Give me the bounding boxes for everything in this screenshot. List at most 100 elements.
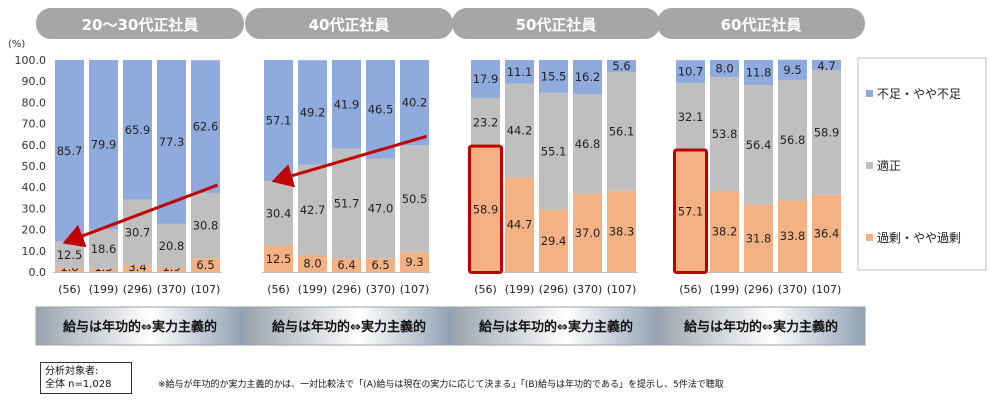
bar-segment-shortage [778, 59, 807, 80]
data-label-proper: 30.8 [193, 219, 219, 233]
sample-size-label: (199) [505, 283, 535, 296]
analysis-target-count: 全体 n=1,028 [45, 379, 112, 390]
bar-segment-excess [471, 147, 500, 272]
sample-size-label: (56) [58, 283, 81, 296]
data-label-shortage: 62.6 [193, 120, 219, 134]
y-axis-ticks: 0.0 10.0 20.0 30.0 40.0 50.0 60.0 70.0 80.0 90.0 1… [15, 54, 47, 279]
data-label-proper: 50.5 [402, 192, 428, 206]
bar-segment-shortage [123, 60, 152, 200]
data-label-excess: 33.8 [780, 229, 806, 243]
bar-segment-shortage [471, 60, 500, 98]
bar-segment-proper [332, 148, 361, 259]
bar-segment-proper [539, 92, 568, 210]
group-footer-box [656, 306, 866, 346]
bar-segment-proper [676, 82, 705, 151]
group-footer-label: 給与は年功的⇔実力主義的 [479, 319, 633, 335]
data-label-shortage: 10.7 [678, 65, 704, 79]
bar-segment-shortage [191, 60, 220, 193]
group-footer-box [244, 306, 454, 346]
sample-size-label: (370) [157, 283, 187, 296]
stacked-bar-chart: (%) 0.0 10.0 20.0 30.0 40.0 50.0 60.0 70.0 80.0 9… [8, 8, 987, 346]
data-label-excess: 58.9 [473, 203, 499, 217]
bar-segment-shortage [573, 60, 602, 95]
group-title: 60代正社員 [721, 16, 802, 34]
group-header [245, 8, 453, 39]
y-tick-label: 90.0 [22, 75, 47, 88]
sample-size-label: (370) [573, 283, 603, 296]
legend-swatch-excess [866, 234, 873, 241]
footnote: ※給与が年功的か実力主義的かは、一対比較法で「(A)給与は現在の実力に応じて決ま… [158, 380, 724, 390]
sample-size-label: (370) [366, 283, 396, 296]
bar-segment-excess [264, 245, 293, 272]
group-header [36, 8, 244, 39]
sample-size-label: (107) [607, 283, 637, 296]
bar-segment-shortage [298, 60, 327, 165]
sample-size-label: (56) [267, 283, 290, 296]
bar-segment-shortage [812, 60, 841, 70]
bar-group: 60代正社員 57.1 32.1 10.7 (56) 38.2 53.8 8.0 (199) 31… [656, 8, 866, 346]
bar-segment-proper [366, 158, 395, 259]
group-footer-label: 給与は年功的⇔実力主義的 [63, 319, 217, 335]
data-label-excess: 57.1 [678, 204, 704, 218]
data-label-proper: 56.1 [609, 124, 635, 138]
data-label-shortage: 41.9 [334, 97, 360, 111]
data-label-shortage: 40.2 [402, 96, 428, 110]
bar-segment-proper [471, 97, 500, 148]
bar-segment-proper [573, 94, 602, 194]
data-label-shortage: 85.7 [57, 144, 83, 158]
group-title: 40代正社員 [309, 16, 390, 34]
highlight-box [468, 144, 503, 274]
bar-group: 50代正社員 58.9 23.2 17.9 (56) 44.7 44.2 11.1 (199) 2… [451, 8, 661, 346]
bar-segment-excess [744, 204, 773, 272]
data-label-proper: 46.8 [575, 137, 601, 151]
group-title: 50代正社員 [516, 16, 597, 34]
legend-swatch-proper [866, 162, 873, 169]
group-footer-box [451, 306, 661, 346]
data-label-proper: 55.1 [541, 144, 567, 158]
y-tick-label: 50.0 [22, 160, 47, 173]
bar-segment-shortage [400, 60, 429, 146]
bar-segment-excess [607, 190, 636, 272]
bar-segment-proper [607, 71, 636, 191]
bar-segment-shortage [89, 60, 118, 230]
bar-segment-shortage [710, 60, 739, 77]
data-label-shortage: 5.6 [612, 59, 630, 73]
bar-segment-shortage [676, 60, 705, 83]
bar-segment-proper [400, 145, 429, 253]
bar-segment-excess [505, 177, 534, 272]
group-header [452, 8, 660, 39]
y-tick-label: 60.0 [22, 139, 47, 152]
data-label-proper: 42.7 [300, 203, 326, 217]
group-footer-label: 給与は年功的⇔実力主義的 [684, 319, 838, 335]
data-label-shortage: 11.1 [507, 65, 533, 79]
highlight-box [673, 148, 708, 274]
bar-segment-shortage [366, 60, 395, 159]
sample-size-label: (199) [298, 283, 328, 296]
group-title: 20～30代正社員 [82, 16, 199, 34]
bar-group: 20～30代正社員1.812.585.7(56)1.518.679.9(199)… [35, 8, 245, 346]
bar-segment-proper [157, 223, 186, 268]
data-label-shortage: 9.5 [783, 63, 801, 77]
data-label-shortage: 16.2 [575, 70, 601, 84]
bar-segment-shortage [607, 60, 636, 72]
bar-segment-excess [157, 267, 186, 272]
data-label-excess: 38.2 [712, 225, 738, 239]
y-tick-label: 10.0 [22, 245, 47, 258]
sample-size-label: (107) [191, 283, 221, 296]
bar-segment-excess [89, 268, 118, 272]
data-label-excess: 44.7 [507, 218, 533, 232]
data-label-proper: 18.6 [91, 242, 117, 256]
sample-size-label: (56) [474, 283, 497, 296]
data-label-shortage: 11.8 [746, 66, 772, 80]
y-tick-label: 30.0 [22, 202, 47, 215]
bar-segment-excess [55, 268, 84, 272]
bar-segment-excess [123, 264, 152, 272]
trend-arrows [62, 134, 427, 248]
bar-segment-excess [710, 191, 739, 272]
data-label-proper: 30.4 [266, 206, 292, 220]
data-label-excess: 31.8 [746, 231, 772, 245]
data-label-excess: 9.3 [405, 255, 423, 269]
bar-segment-excess [366, 258, 395, 272]
bar-segment-shortage [744, 60, 773, 86]
data-label-proper: 56.8 [780, 133, 806, 147]
